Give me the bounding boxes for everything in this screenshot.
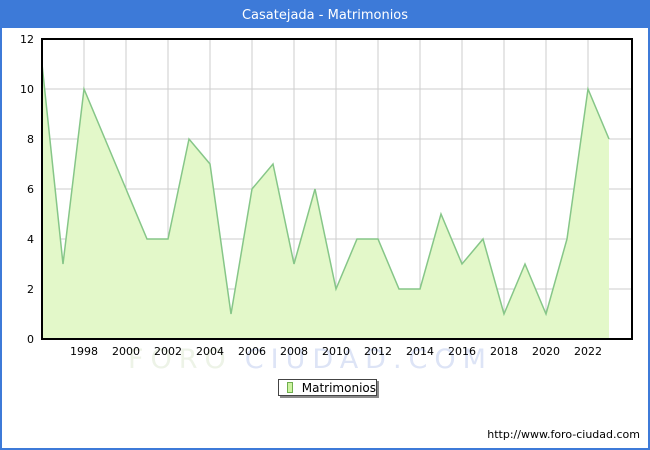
x-tick-label: 1998 — [70, 345, 98, 358]
x-tick-label: 2000 — [112, 345, 140, 358]
legend: Matrimonios — [278, 379, 377, 396]
footer-url[interactable]: http://www.foro-ciudad.com — [487, 428, 640, 441]
area-series-fill — [42, 64, 609, 339]
x-axis-tick-labels: 1998 2000 2002 2004 2006 2008 2010 2012 2014 2016… — [70, 345, 602, 358]
x-tick-label: 2008 — [280, 345, 308, 358]
y-tick-label: 4 — [27, 233, 34, 246]
x-tick-label: 2014 — [406, 345, 434, 358]
plot-border — [41, 38, 633, 340]
legend-label: Matrimonios — [301, 380, 376, 395]
x-tick-label: 2012 — [364, 345, 392, 358]
area-series-line — [41, 63, 610, 317]
y-tick-label: 8 — [27, 133, 34, 146]
y-tick-label: 6 — [27, 183, 34, 196]
y-tick-label: 12 — [20, 33, 34, 46]
watermark-text-ciudad: CIUDAD.COM — [244, 344, 493, 375]
y-tick-label: 10 — [20, 83, 34, 96]
x-tick-label: 2010 — [322, 345, 350, 358]
x-tick-label: 2018 — [490, 345, 518, 358]
watermark-text-foro: FORO — [128, 344, 233, 375]
legend-swatch-icon — [287, 382, 293, 393]
y-tick-label: 0 — [27, 333, 34, 346]
page-title: Casatejada - Matrimonios — [241, 7, 409, 23]
watermark: FORO CIUDAD.COM — [128, 344, 493, 375]
chart-title-bar: Casatejada - Matrimonios — [2, 2, 648, 28]
y-tick-label: 2 — [27, 283, 34, 296]
x-tick-label: 2016 — [448, 345, 476, 358]
x-tick-label: 2022 — [574, 345, 602, 358]
x-tick-label: 2020 — [532, 345, 560, 358]
y-axis-tick-labels: 0 2 4 6 8 10 12 — [20, 33, 34, 346]
x-tick-label: 2006 — [238, 345, 266, 358]
x-tick-label: 2002 — [154, 345, 182, 358]
x-tick-label: 2004 — [196, 345, 224, 358]
